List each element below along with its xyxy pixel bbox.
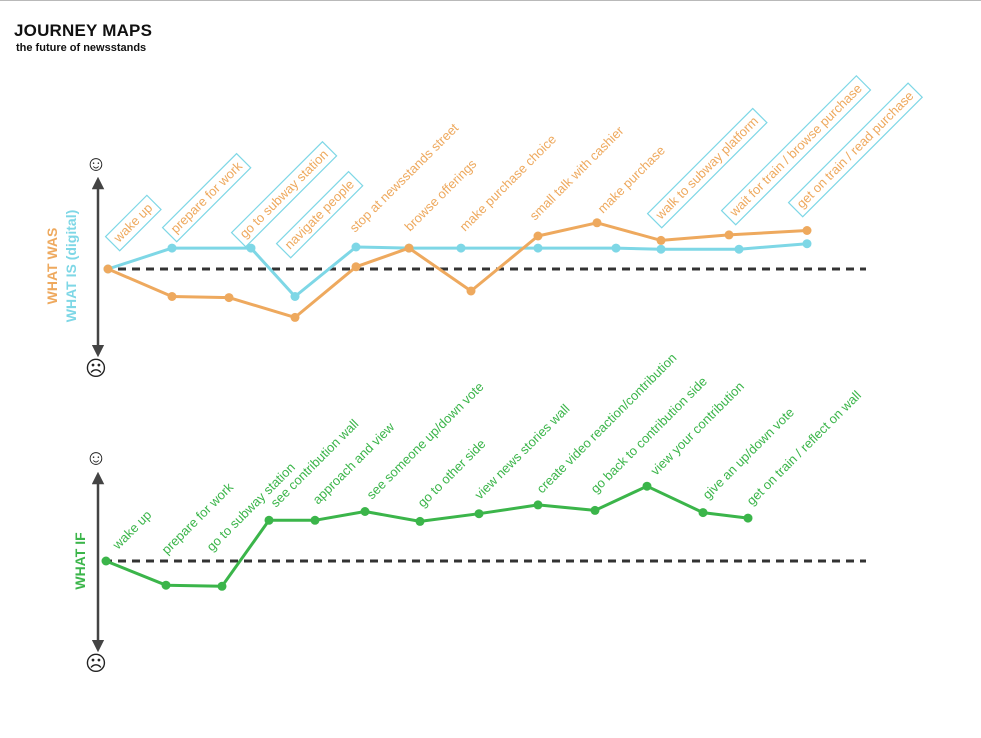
series-line-what-was — [107, 221, 808, 319]
data-point-what-if — [474, 509, 484, 519]
data-point-what-was — [167, 292, 177, 301]
step-label: prepare for work — [159, 479, 237, 557]
data-point-what-is — [167, 243, 177, 253]
data-point-what-was — [103, 264, 113, 274]
data-point-what-was — [404, 243, 414, 253]
data-point-what-if — [590, 505, 600, 515]
step-label-text: prepare for work — [159, 479, 237, 557]
smiley-sad-icon: ☹ — [85, 358, 107, 381]
data-point-what-is — [656, 244, 666, 254]
ylabel-what-is: WHAT IS (digital) — [63, 210, 79, 323]
ylabel-what-was: WHAT WAS — [44, 228, 60, 305]
data-point-what-was — [592, 218, 602, 228]
data-point-what-if — [264, 515, 274, 525]
data-point-what-was — [466, 286, 476, 296]
step-label-text: wake up — [110, 200, 156, 246]
data-point-what-if — [101, 556, 111, 566]
step-label: wake up — [104, 194, 162, 252]
data-point-what-is — [456, 243, 466, 253]
step-label-text: wake up — [109, 507, 155, 553]
data-point-what-is — [290, 292, 300, 301]
step-label-text: prepare for work — [168, 158, 246, 236]
step-label-box — [161, 152, 252, 243]
series-line-what-is — [107, 242, 808, 298]
data-point-what-if — [698, 508, 708, 518]
data-point-what-if — [533, 500, 543, 510]
data-point-what-if — [642, 481, 652, 491]
data-point-what-if — [310, 515, 320, 525]
chart-current-journey: ☺ ☹ WHAT WAS WHAT IS (digital) wake up pr… — [44, 74, 924, 381]
ylabel-what-if: WHAT IF — [72, 532, 88, 590]
page-title: JOURNEY MAPS — [14, 21, 153, 40]
step-label-box — [787, 82, 924, 218]
step-label-box — [720, 74, 872, 226]
data-point-what-if — [415, 516, 425, 526]
step-label-box — [104, 194, 162, 252]
data-point-what-if — [360, 507, 370, 516]
step-label: walk to subway platform — [646, 107, 768, 229]
step-label-box — [275, 170, 364, 259]
data-point-what-if — [161, 580, 171, 590]
step-label: go to subway station — [230, 140, 338, 248]
data-point-what-is — [246, 243, 256, 253]
step-label: get on train / read purchase — [787, 82, 924, 218]
data-point-what-was — [724, 230, 734, 240]
data-point-what-was — [656, 235, 666, 245]
step-label-box — [230, 140, 338, 248]
data-point-what-was — [224, 293, 234, 303]
smiley-happy-icon: ☺ — [85, 153, 106, 176]
top-border — [0, 0, 981, 1]
data-point-what-was — [351, 262, 361, 272]
step-label: stop at newsstands street — [347, 120, 462, 235]
step-label: wake up — [109, 507, 155, 553]
step-label: view news stories wall — [472, 401, 573, 502]
data-point-what-was — [802, 226, 812, 235]
data-point-what-is — [802, 239, 812, 249]
step-label-box — [646, 107, 768, 229]
data-point-what-if — [743, 513, 753, 523]
data-point-what-if — [217, 581, 227, 591]
smiley-sad-icon: ☹ — [85, 653, 107, 676]
data-point-what-was — [290, 312, 300, 322]
data-point-what-was — [533, 231, 543, 241]
step-label-text: view news stories wall — [472, 401, 573, 502]
data-point-what-is — [351, 242, 361, 252]
page-subtitle: the future of newsstands — [16, 42, 147, 54]
data-point-what-is — [533, 243, 543, 253]
step-label-text: make purchase choice — [457, 132, 560, 235]
step-label-text: stop at newsstands street — [347, 120, 462, 235]
step-label: make purchase choice — [457, 132, 560, 235]
smiley-happy-icon: ☺ — [85, 447, 106, 470]
data-point-what-is — [734, 244, 744, 254]
data-point-what-is — [611, 243, 621, 253]
step-label-text: get on train / read purchase — [794, 88, 917, 211]
